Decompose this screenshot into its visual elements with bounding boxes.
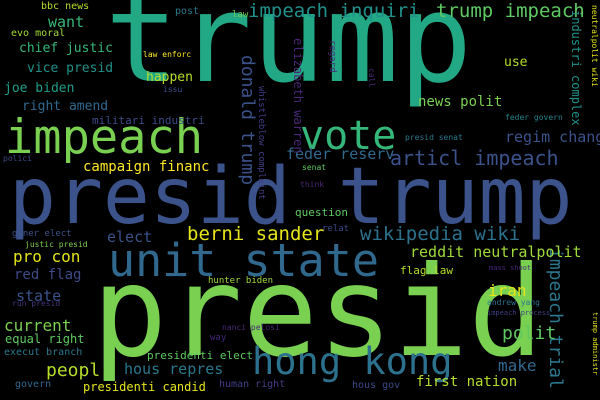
- cloud-word: call: [367, 68, 376, 88]
- cloud-word: donald trump: [237, 55, 258, 186]
- cloud-word: reddit neutralpolit: [410, 243, 582, 261]
- cloud-word: peopl: [46, 360, 101, 381]
- cloud-word: mass shoot: [489, 264, 532, 272]
- cloud-word: make: [498, 356, 537, 375]
- cloud-word: execut branch: [4, 347, 83, 358]
- cloud-word: polit: [502, 323, 557, 344]
- cloud-word: hous gov: [352, 380, 401, 391]
- cloud-word: want: [48, 13, 85, 31]
- cloud-word: pro con: [13, 247, 81, 266]
- cloud-word: govern: [15, 379, 52, 390]
- cloud-word: andrew yang: [487, 298, 540, 307]
- cloud-word: impeach trial: [545, 248, 566, 389]
- cloud-word: hunter biden: [208, 276, 274, 286]
- cloud-word: neutralpolit wiki: [590, 5, 599, 87]
- cloud-word: articl impeach: [390, 146, 559, 170]
- cloud-word: flag law: [400, 264, 453, 277]
- cloud-word: bbc news: [41, 1, 90, 12]
- cloud-word: current: [4, 316, 72, 335]
- cloud-word: law: [232, 10, 249, 20]
- cloud-word: hong kong: [252, 340, 453, 383]
- cloud-word: relat: [322, 224, 350, 234]
- cloud-word: joe biden: [4, 81, 75, 96]
- cloud-word: state: [16, 287, 62, 305]
- cloud-word: presidenti elect: [147, 349, 253, 362]
- cloud-word: nanci pelosi: [222, 323, 280, 332]
- cloud-word: justic presid: [25, 240, 88, 249]
- cloud-word: post: [175, 6, 200, 17]
- cloud-word: impeach inquiri: [248, 0, 420, 22]
- cloud-word: feder reserv: [286, 145, 395, 163]
- cloud-word: feder govern: [505, 113, 563, 122]
- cloud-word: think: [300, 180, 325, 189]
- cloud-word: presid trump: [9, 152, 573, 242]
- cloud-word: first nation: [416, 374, 518, 390]
- cloud-word: presid: [92, 240, 544, 385]
- cloud-word: industri complex: [569, 10, 583, 126]
- cloud-word: impeach: [5, 110, 204, 165]
- cloud-word: whistleblow complaint: [256, 86, 266, 200]
- cloud-word: news polit: [418, 94, 503, 110]
- cloud-word: gener elect: [12, 229, 72, 239]
- cloud-word: happen: [146, 70, 193, 85]
- cloud-word: trump administr: [591, 312, 599, 376]
- cloud-word: regim chang: [505, 128, 600, 146]
- cloud-word: equal right: [5, 332, 85, 346]
- cloud-word: vice presid: [27, 61, 114, 76]
- cloud-word: unit state: [108, 234, 379, 287]
- cloud-word: impeach process: [487, 309, 551, 317]
- cloud-word: iran: [488, 281, 527, 300]
- cloud-word: presidenti candid: [83, 380, 206, 394]
- cloud-word: elect: [107, 228, 153, 246]
- cloud-word: question: [295, 206, 348, 219]
- cloud-word: campaign financ: [83, 159, 210, 175]
- cloud-word: use: [504, 55, 528, 70]
- cloud-word: wikipedia wiki: [360, 223, 521, 245]
- cloud-word: trump impeach: [436, 0, 585, 22]
- cloud-word: presid senat: [405, 133, 463, 142]
- cloud-word: regard: [327, 40, 337, 73]
- cloud-word: berni sander: [187, 223, 325, 245]
- cloud-word: elizabeth warren: [291, 38, 305, 154]
- cloud-word: trump: [105, 0, 473, 110]
- cloud-word: chief justic: [19, 41, 113, 56]
- cloud-word: human right: [219, 379, 286, 390]
- cloud-word: right amend: [22, 99, 109, 114]
- cloud-word: hous repres: [124, 360, 224, 378]
- cloud-word: red flag: [14, 267, 82, 283]
- cloud-word: militari industri: [92, 114, 205, 127]
- cloud-word: way: [210, 333, 227, 343]
- cloud-word: vote: [300, 113, 397, 159]
- cloud-word: run presid: [12, 299, 61, 308]
- cloud-word: senat: [302, 163, 327, 172]
- cloud-word: polici: [3, 154, 32, 163]
- cloud-word: evo moral: [11, 28, 66, 39]
- cloud-word: issu: [163, 85, 183, 94]
- cloud-word: law enforc: [143, 50, 192, 59]
